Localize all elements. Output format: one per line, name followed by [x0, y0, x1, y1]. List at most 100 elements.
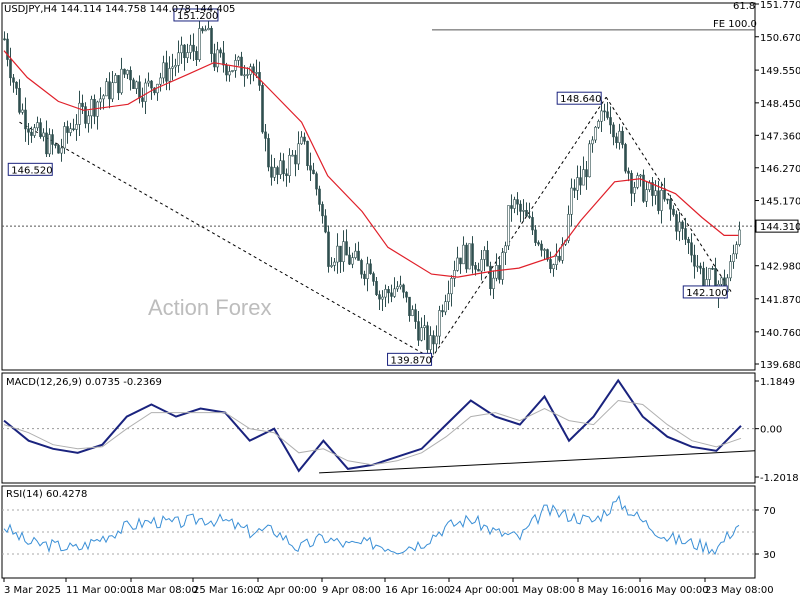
- time-axis-label: 25 Mar 16:00: [193, 585, 260, 596]
- candle-body: [51, 134, 54, 145]
- candle-body: [510, 205, 513, 209]
- candle: [237, 55, 240, 66]
- macd-frame: [1, 372, 756, 484]
- candle: [417, 311, 420, 346]
- candle-body: [528, 215, 531, 218]
- candle: [120, 57, 123, 95]
- candle: [36, 116, 39, 131]
- candle-body: [165, 62, 168, 82]
- candle-body: [585, 169, 588, 178]
- candle: [216, 41, 219, 73]
- candle: [399, 275, 402, 290]
- candle: [204, 25, 207, 32]
- time-axis-label: 1 May 08:00: [513, 585, 575, 596]
- candle-body: [600, 110, 603, 122]
- time-axis-label: 16 May 00:00: [640, 585, 709, 596]
- candle-body: [198, 28, 201, 60]
- candle: [297, 131, 300, 170]
- candle: [555, 243, 558, 271]
- candle: [66, 120, 69, 144]
- candle-body: [618, 130, 621, 143]
- candle-body: [39, 122, 42, 138]
- candle-body: [9, 59, 12, 79]
- candle-body: [609, 117, 612, 126]
- candle-body: [468, 243, 471, 270]
- candle: [492, 270, 495, 300]
- candle-body: [78, 102, 81, 125]
- candle: [279, 152, 282, 180]
- candle-body: [270, 166, 273, 178]
- candle-body: [33, 127, 36, 136]
- candle-body: [393, 288, 396, 297]
- candle: [231, 70, 234, 73]
- candle: [351, 252, 354, 269]
- candle: [579, 165, 582, 195]
- candle-body: [687, 239, 690, 244]
- watermark: Action Forex: [148, 295, 272, 320]
- candle: [135, 80, 138, 95]
- candle: [240, 51, 243, 76]
- macd-header: MACD(12,26,9) 0.0735 -0.2369: [6, 377, 162, 388]
- candle: [456, 246, 459, 272]
- candle-body: [66, 126, 69, 133]
- candle-body: [582, 169, 585, 186]
- candle-body: [453, 270, 456, 279]
- candle: [519, 200, 522, 223]
- candle: [354, 243, 357, 260]
- candle: [495, 253, 498, 282]
- candle: [636, 172, 639, 190]
- price-axis-label: 144.310: [760, 222, 800, 233]
- candle-body: [597, 120, 600, 128]
- candle: [543, 248, 546, 260]
- candle: [3, 31, 6, 41]
- candle-body: [69, 128, 72, 133]
- candle: [72, 118, 75, 132]
- candle: [588, 140, 591, 178]
- main-header: USDJPY,H4 144.114 144.758 144.078 144.40…: [4, 4, 235, 15]
- candle-body: [21, 109, 24, 113]
- candle-body: [699, 265, 702, 269]
- candle-body: [72, 128, 75, 131]
- candle-body: [627, 170, 630, 174]
- candle: [603, 103, 606, 121]
- candle-body: [63, 126, 66, 149]
- candle-body: [558, 255, 561, 261]
- candle-body: [141, 97, 144, 102]
- macd-axis-label: 0.00: [760, 425, 782, 436]
- candle-body: [171, 66, 174, 69]
- candle-body: [60, 147, 63, 154]
- candle: [576, 165, 579, 200]
- candle-body: [321, 204, 324, 217]
- candle: [336, 233, 339, 274]
- candle-body: [237, 56, 240, 61]
- candle: [156, 83, 159, 101]
- price-axis-label: 145.170: [760, 197, 800, 208]
- candle-body: [192, 44, 195, 52]
- candle: [18, 79, 21, 115]
- candle: [198, 19, 201, 62]
- candle: [348, 246, 351, 265]
- candle-body: [504, 245, 507, 253]
- candle: [345, 229, 348, 256]
- candle: [465, 242, 468, 273]
- candle: [213, 43, 216, 72]
- price-label: 151.200: [177, 11, 218, 22]
- rsi-axis-label: 70: [763, 506, 776, 517]
- price-axis-label: 148.450: [760, 99, 800, 110]
- candle: [549, 251, 552, 274]
- candle: [573, 179, 576, 199]
- candle: [672, 205, 675, 217]
- candle-body: [519, 203, 522, 212]
- candle-body: [273, 167, 276, 178]
- candle-body: [483, 250, 486, 260]
- candle: [45, 120, 48, 158]
- candle-body: [441, 310, 444, 313]
- candle: [243, 65, 246, 87]
- candle: [516, 192, 519, 216]
- candle-body: [168, 68, 171, 82]
- candle: [6, 33, 9, 67]
- candle: [402, 283, 405, 299]
- candle-body: [486, 250, 489, 267]
- candle: [534, 225, 537, 246]
- price-trendline: [605, 96, 732, 293]
